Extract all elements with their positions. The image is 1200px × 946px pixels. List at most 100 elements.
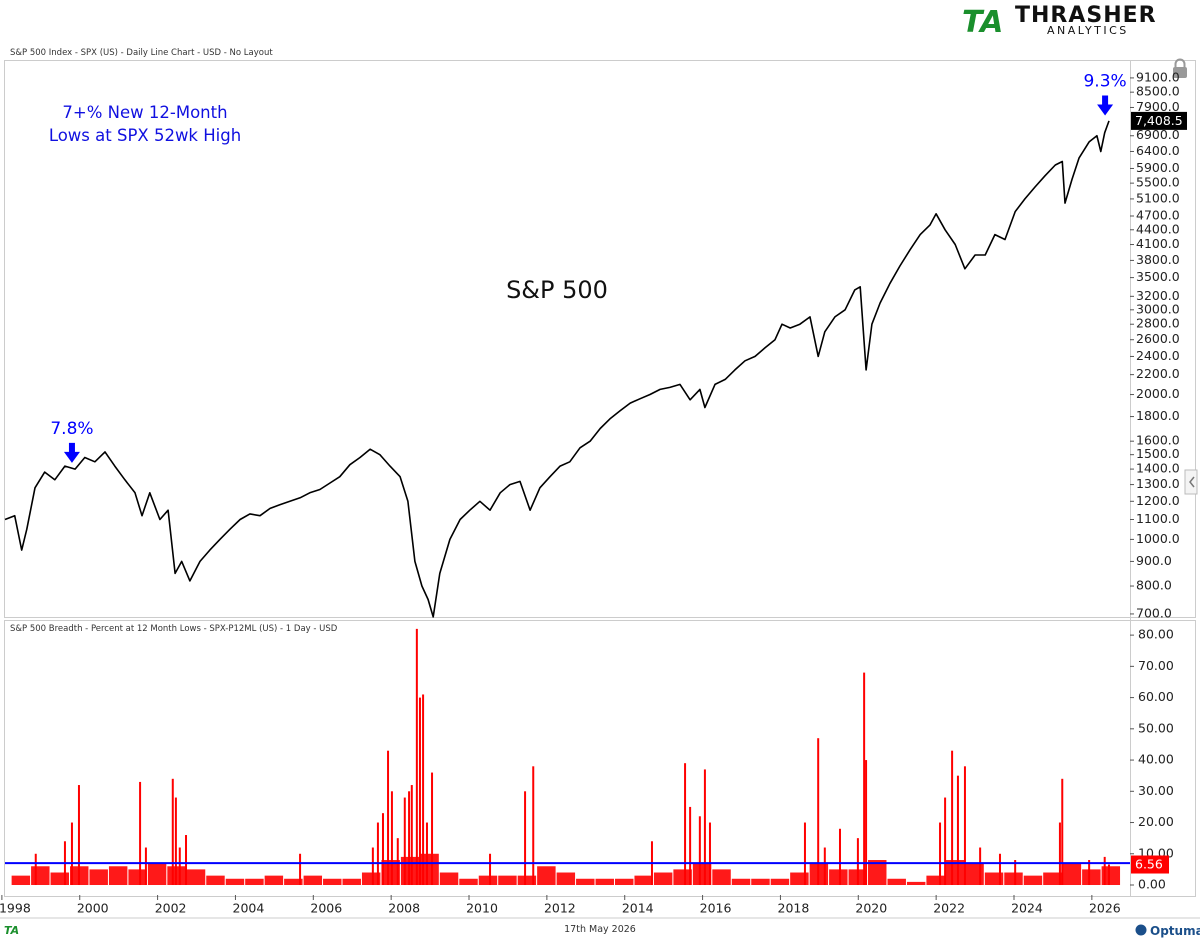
y-tick-label: 7900.0 xyxy=(1136,99,1180,114)
spike xyxy=(532,766,535,886)
noise-bar xyxy=(361,872,381,886)
spike xyxy=(390,791,393,886)
spike xyxy=(1061,778,1064,886)
noise-bar xyxy=(712,869,731,886)
spike xyxy=(299,853,302,886)
y-tick-label: 1600.0 xyxy=(1136,433,1180,448)
arrow xyxy=(1097,95,1114,116)
y-tick-label: 1300.0 xyxy=(1136,476,1180,491)
spike xyxy=(684,763,687,886)
spike xyxy=(425,822,428,886)
noise-bar xyxy=(1004,872,1023,886)
y-tick-label: 1000.0 xyxy=(1136,531,1180,546)
lock-icon[interactable] xyxy=(1173,58,1187,79)
spike xyxy=(408,791,411,886)
noise-bar xyxy=(303,875,323,886)
x-tick-label: 2006 xyxy=(310,901,342,916)
noise-bar xyxy=(1082,869,1101,886)
x-tick-label: 2008 xyxy=(388,901,420,916)
noise-bar xyxy=(868,860,887,886)
footer-date: 17th May 2026 xyxy=(564,924,636,935)
spike xyxy=(185,835,188,886)
spike xyxy=(139,781,142,886)
noise-bar xyxy=(770,878,790,886)
spike xyxy=(70,822,73,886)
y-tick-label: 800.0 xyxy=(1136,578,1172,593)
y-tick-label: 2600.0 xyxy=(1136,331,1180,346)
noise-bar xyxy=(323,878,342,886)
noise-bar xyxy=(284,878,303,886)
noise-bar xyxy=(614,878,634,886)
y-tick-label: 4100.0 xyxy=(1136,236,1180,251)
noise-bar xyxy=(186,869,206,886)
noise-bar xyxy=(537,866,556,886)
noise-bar xyxy=(595,878,614,886)
footer-brand: Optuma xyxy=(1150,924,1200,938)
noise-bar xyxy=(1043,872,1062,886)
x-tick-label: 1998 xyxy=(0,901,31,916)
spike xyxy=(489,853,492,886)
spike xyxy=(689,806,692,886)
y-tick-label: 700.0 xyxy=(1136,605,1172,620)
spike xyxy=(803,822,806,886)
noise-bar xyxy=(50,872,70,886)
noise-bar xyxy=(11,875,31,886)
noise-bar xyxy=(108,866,128,886)
footer-brand-icon xyxy=(1135,924,1147,936)
y-tick-label: 1100.0 xyxy=(1136,511,1180,526)
x-tick-label: 2012 xyxy=(544,901,576,916)
scroll-tab[interactable] xyxy=(1184,469,1198,495)
spike xyxy=(387,750,390,886)
y-tick-label: 1800.0 xyxy=(1136,408,1180,423)
arrow-label: 9.3% xyxy=(1083,72,1126,92)
noise-bar xyxy=(984,872,1004,886)
arrow xyxy=(63,442,80,463)
y-tick-label: 3000.0 xyxy=(1136,301,1180,316)
spike xyxy=(944,797,947,886)
y-tick-label: 2400.0 xyxy=(1136,348,1180,363)
charts: 700.0800.0900.01000.01100.01200.01300.01… xyxy=(0,69,1187,916)
spike xyxy=(939,822,942,886)
x-tick-label: 2020 xyxy=(855,901,887,916)
spike xyxy=(174,797,177,886)
spike xyxy=(998,853,1001,886)
note: 7+% New 12-Month xyxy=(62,103,227,122)
logo-mark: TA xyxy=(962,5,1003,40)
y-tick-label: 0.00 xyxy=(1138,877,1166,892)
spike xyxy=(863,672,866,886)
y-tick-label: 6400.0 xyxy=(1136,143,1180,158)
y-tick-label: 40.00 xyxy=(1138,752,1174,767)
spike xyxy=(415,628,418,886)
y-tick-label: 5900.0 xyxy=(1136,160,1180,175)
y-tick-label: 3500.0 xyxy=(1136,269,1180,284)
spike xyxy=(396,838,399,886)
noise-bar xyxy=(420,853,439,886)
y-tick-label: 4400.0 xyxy=(1136,221,1180,236)
y-tick-label: 1400.0 xyxy=(1136,461,1180,476)
noise-bar xyxy=(556,872,576,886)
logo-sub: ANALYTICS xyxy=(1047,24,1129,37)
series-label: S&P 500 xyxy=(506,276,608,304)
y-tick-label: 70.00 xyxy=(1138,658,1174,673)
noise-bar xyxy=(31,866,50,886)
y-tick-label: 4700.0 xyxy=(1136,207,1180,222)
last-value-label: 7,408.5 xyxy=(1135,113,1183,128)
spike xyxy=(144,847,147,886)
spike xyxy=(956,775,959,886)
last-value-box xyxy=(1131,855,1169,874)
noise-bar xyxy=(945,860,965,886)
y-tick-label: 2000.0 xyxy=(1136,386,1180,401)
noise-bar xyxy=(1062,863,1082,886)
spike xyxy=(856,838,859,886)
x-tick-label: 2022 xyxy=(933,901,965,916)
spike xyxy=(1107,864,1110,886)
noise-bar xyxy=(1101,866,1121,886)
noise-bar xyxy=(225,878,245,886)
y-tick-label: 1500.0 xyxy=(1136,446,1180,461)
spike xyxy=(1088,860,1091,886)
spike xyxy=(951,750,954,886)
logo: TA THRASHER ANALYTICS xyxy=(962,3,1157,40)
logo-name: THRASHER xyxy=(1015,3,1157,28)
spike xyxy=(865,760,868,886)
spike xyxy=(838,828,841,886)
